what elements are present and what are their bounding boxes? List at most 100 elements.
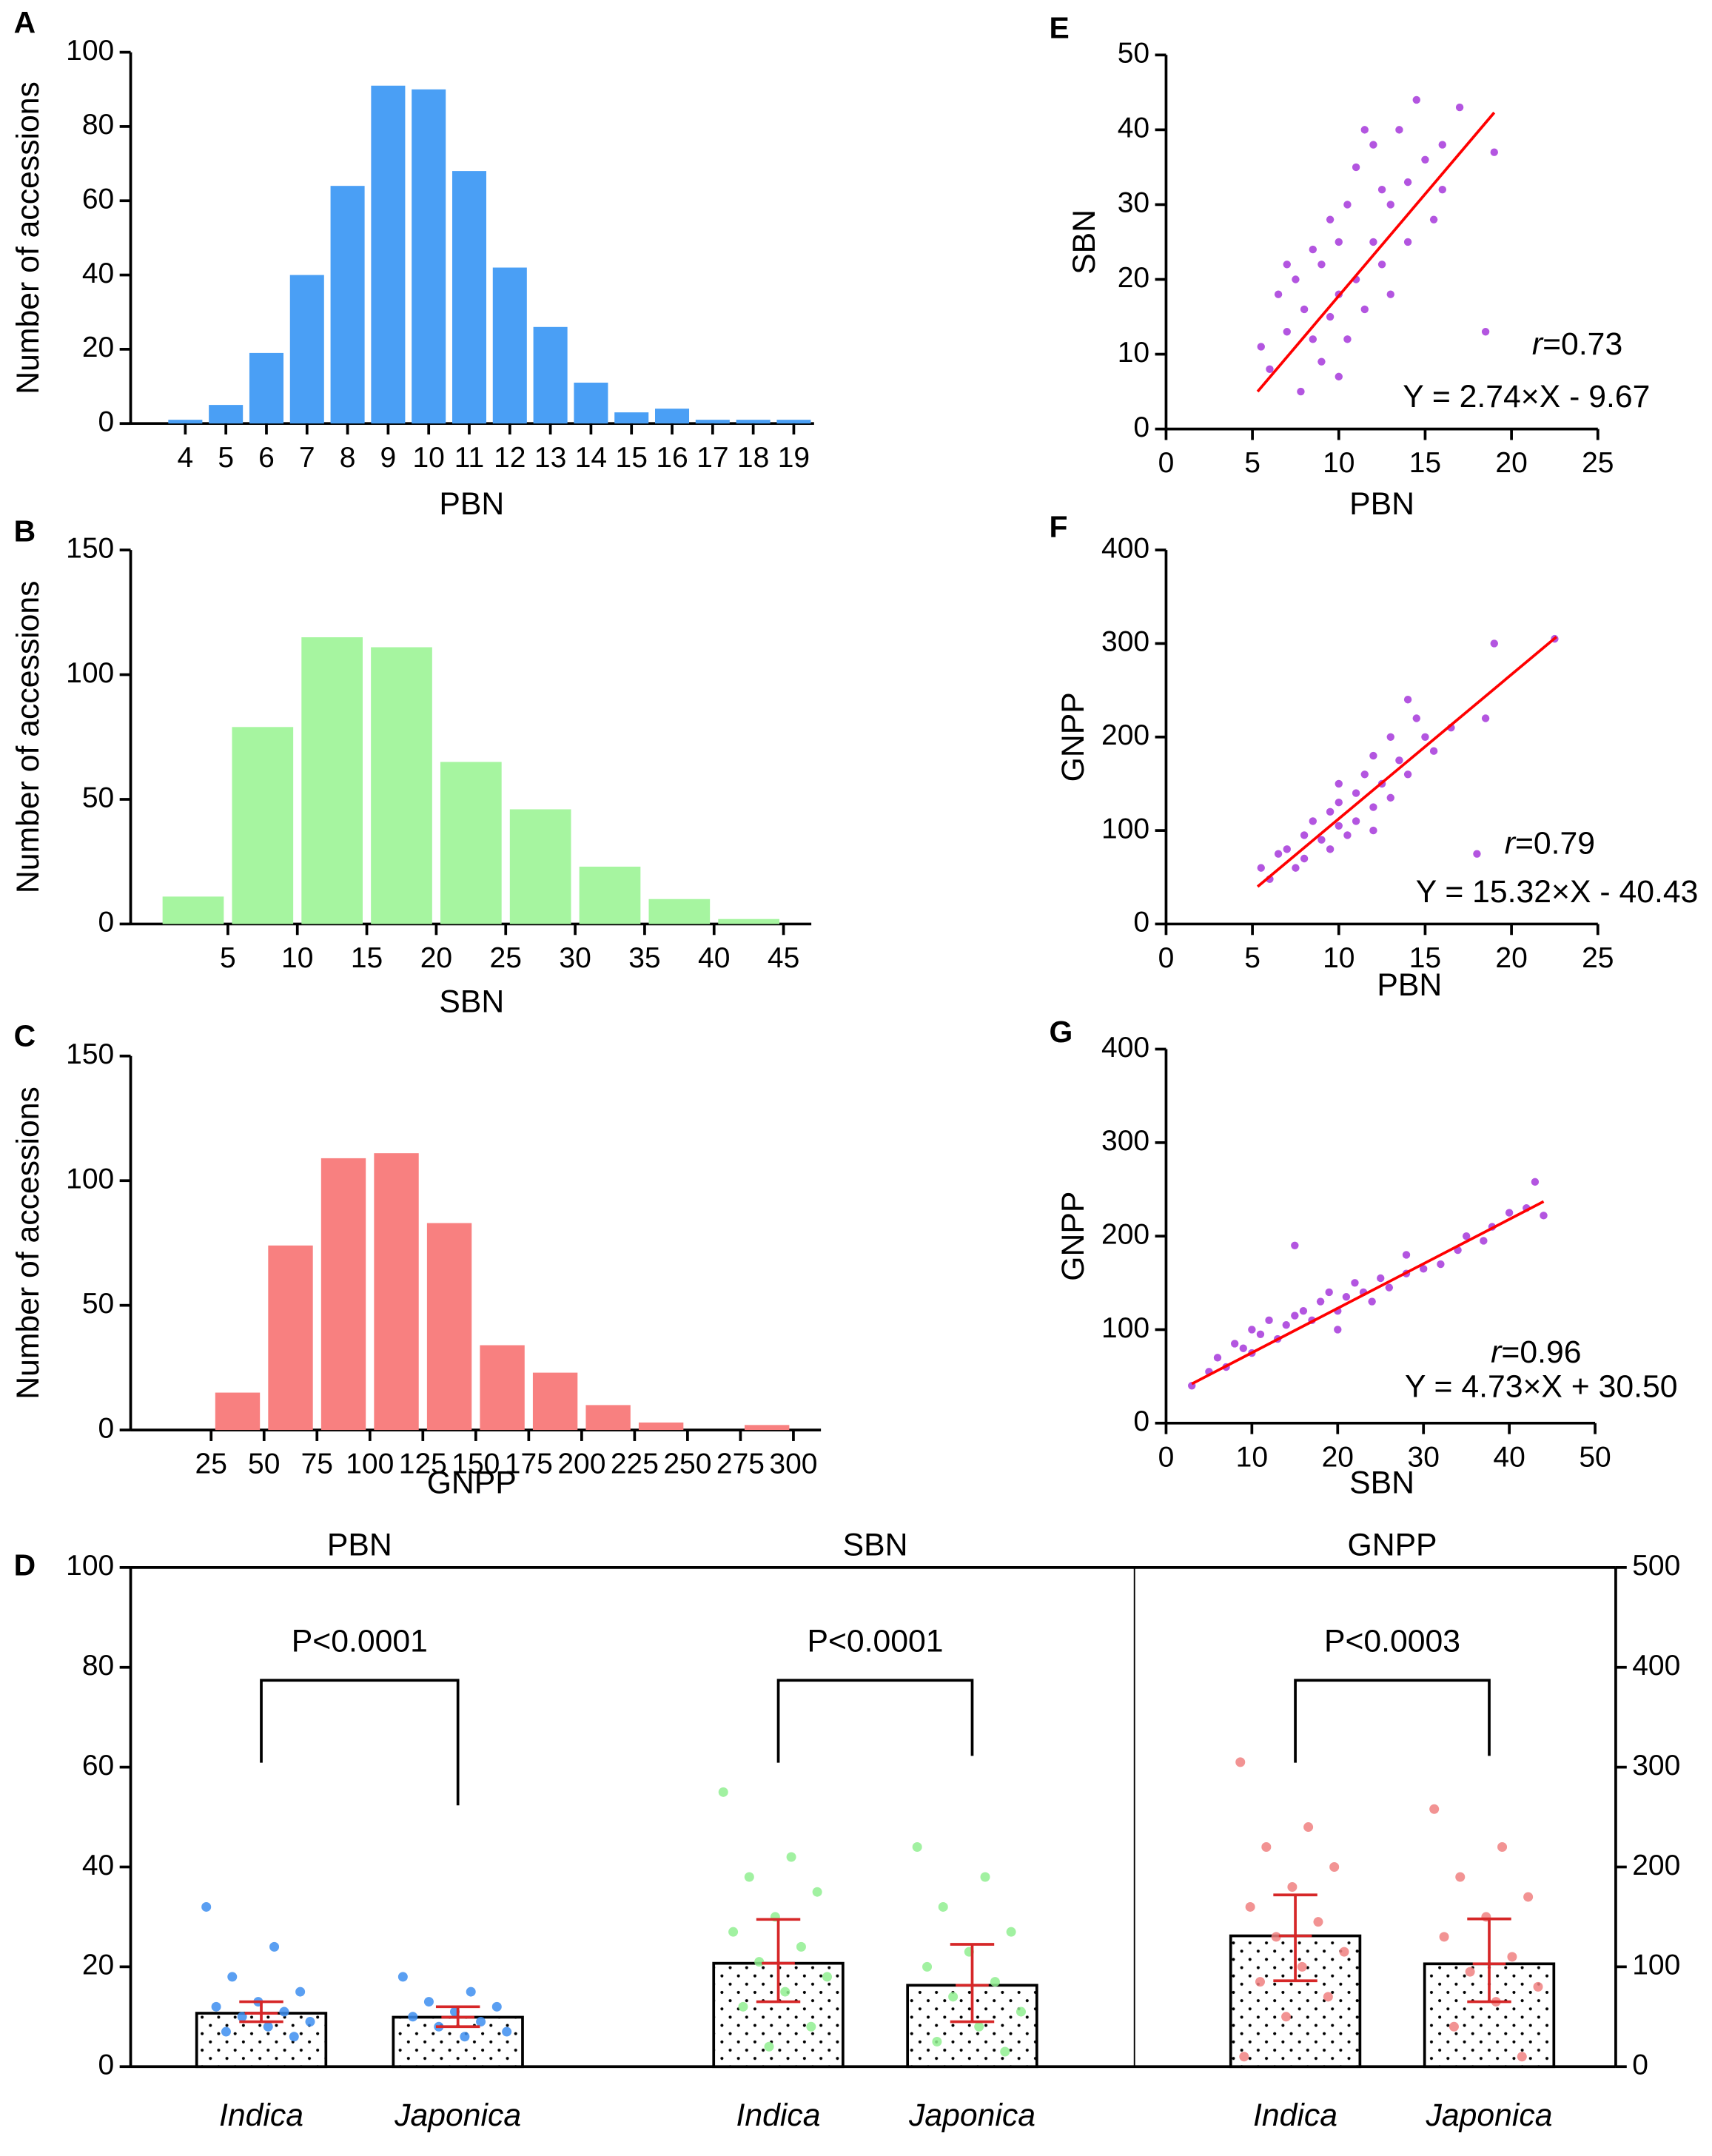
x-tick-label: 40 — [1493, 1441, 1525, 1473]
y-tick-label: 60 — [82, 184, 114, 215]
category-label: Japonica — [1426, 2098, 1553, 2133]
point — [1490, 148, 1498, 156]
point — [237, 2012, 247, 2022]
point — [1517, 2052, 1527, 2062]
point — [263, 2021, 273, 2032]
point — [1343, 831, 1352, 839]
point — [822, 1972, 833, 1982]
point — [1437, 1260, 1445, 1269]
category-label: Japonica — [394, 2098, 521, 2133]
point — [1257, 864, 1265, 872]
y-tick-label: 50 — [82, 782, 114, 813]
point — [1368, 1297, 1376, 1306]
y-tick-label: 50 — [82, 1288, 114, 1320]
bar — [648, 899, 711, 924]
point — [1271, 1932, 1281, 1942]
point — [1455, 103, 1464, 112]
x-tick-label: 16 — [656, 442, 688, 474]
point — [1266, 365, 1274, 373]
panel-label: D — [14, 1548, 36, 1582]
point — [1326, 845, 1335, 853]
bar — [638, 1422, 684, 1431]
fit-line — [1256, 636, 1557, 888]
point — [1343, 335, 1352, 343]
point — [1421, 733, 1429, 741]
bar — [492, 267, 527, 424]
x-tick-label: 12 — [494, 442, 526, 474]
y-tick-label: 0 — [1133, 907, 1149, 938]
point — [1385, 1283, 1394, 1292]
point — [1309, 335, 1317, 343]
bar — [776, 420, 811, 424]
p-value: P<0.0001 — [807, 1623, 943, 1659]
point — [1481, 714, 1490, 722]
point — [1317, 261, 1326, 269]
bar — [289, 275, 324, 424]
point — [1377, 261, 1386, 269]
point — [1429, 215, 1438, 224]
point — [1352, 163, 1360, 172]
x-tick-label: 20 — [1495, 942, 1527, 974]
y-axis-label: Number of accessions — [10, 81, 46, 394]
bar — [655, 409, 690, 424]
point — [1274, 850, 1283, 858]
x-axis-label: PBN — [1377, 967, 1442, 1003]
point — [1006, 1927, 1016, 1937]
y-axis-label: Number of accessions — [10, 1087, 46, 1400]
point — [305, 2017, 315, 2027]
point — [1303, 1822, 1314, 1833]
bar — [718, 919, 780, 924]
point — [1248, 1326, 1256, 1334]
y-tick-label: 150 — [66, 532, 114, 564]
point — [1282, 1320, 1290, 1329]
point — [1297, 387, 1305, 396]
point — [806, 2021, 816, 2032]
x-tick-label: 20 — [1322, 1441, 1354, 1473]
x-axis-label: GNPP — [427, 1465, 517, 1501]
x-tick-label: 15 — [351, 942, 383, 974]
point — [1386, 733, 1394, 741]
x-tick-label: 5 — [1244, 942, 1260, 974]
bracket — [260, 1679, 460, 1806]
equation: Y = 15.32×X - 40.43 — [1416, 874, 1699, 910]
y2-tick-label: 400 — [1632, 1650, 1680, 1682]
point — [1291, 1241, 1299, 1249]
y-tick-label: 0 — [1133, 1406, 1149, 1437]
point — [1421, 155, 1429, 164]
panel-label: C — [14, 1018, 36, 1052]
point — [1533, 1981, 1543, 1992]
point — [1000, 2046, 1010, 2057]
point — [1299, 1307, 1308, 1315]
bar — [452, 171, 487, 424]
bar — [695, 420, 730, 424]
x-tick-label: 20 — [1495, 447, 1527, 479]
x-tick-label: 50 — [1579, 1441, 1611, 1473]
x-tick-label: 19 — [778, 442, 810, 474]
point — [1230, 1340, 1239, 1348]
bar — [371, 85, 406, 424]
point — [1352, 817, 1360, 825]
bar — [533, 326, 568, 424]
point — [221, 2026, 231, 2037]
point — [1016, 2006, 1026, 2017]
y-tick-label: 300 — [1101, 1125, 1149, 1157]
bar — [574, 383, 608, 424]
bar — [614, 412, 649, 424]
x-tick-label: 35 — [628, 942, 660, 974]
point — [1455, 1872, 1466, 1882]
point — [1403, 178, 1412, 187]
point — [1523, 1892, 1534, 1902]
point — [408, 2012, 418, 2022]
fit-line — [1256, 111, 1496, 393]
y-tick-label: 0 — [98, 406, 115, 438]
x-tick-label: 10 — [412, 442, 444, 474]
point — [1395, 756, 1403, 765]
bar — [268, 1245, 313, 1431]
point — [1261, 1842, 1272, 1853]
y-tick-label: 40 — [1118, 112, 1149, 144]
y-tick-label: 100 — [66, 1163, 114, 1195]
point — [1369, 238, 1377, 246]
x-tick-label: 15 — [616, 442, 648, 474]
point — [1257, 343, 1265, 351]
point — [289, 2032, 299, 2042]
